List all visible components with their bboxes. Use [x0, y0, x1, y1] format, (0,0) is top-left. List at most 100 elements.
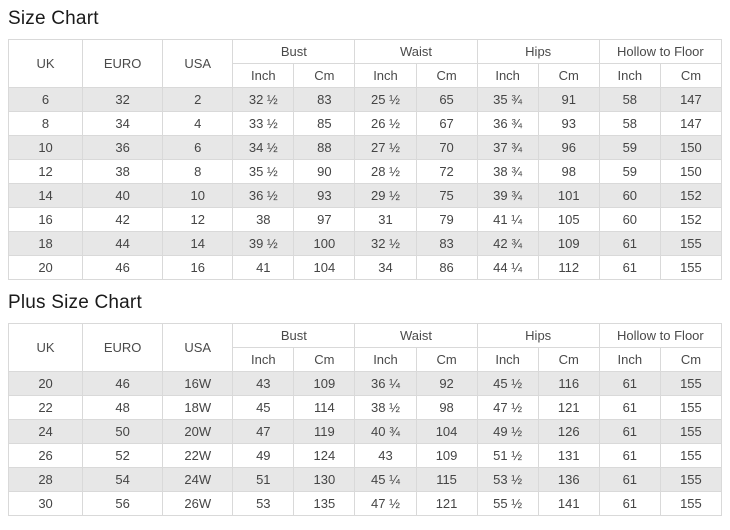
table-cell: 141 [537, 491, 600, 516]
table-row: 22 48 18W 45 114 38 ½ 98 47 ½ 121 61 155 [7, 395, 723, 420]
table-cell: 53 ½ [476, 467, 539, 492]
table-cell: 33 ½ [232, 111, 295, 136]
column-group-header-hips: Hips [476, 39, 600, 64]
table-cell: 61 [598, 443, 661, 468]
column-subheader-inch: Inch [354, 63, 417, 88]
column-header-euro: EURO [82, 323, 164, 372]
column-subheader-cm: Cm [293, 347, 356, 372]
column-subheader-inch: Inch [354, 347, 417, 372]
table-cell: 35 ¾ [476, 87, 539, 112]
table-cell: 61 [598, 255, 661, 280]
table-cell: 32 [82, 87, 164, 112]
column-subheader-cm: Cm [659, 347, 723, 372]
table-cell: 20 [7, 371, 84, 396]
table-cell: 135 [293, 491, 356, 516]
table-cell: 36 ¾ [476, 111, 539, 136]
table-cell: 60 [598, 183, 661, 208]
column-subheader-inch: Inch [476, 63, 539, 88]
table-cell: 79 [415, 207, 478, 232]
table-cell: 16W [162, 371, 234, 396]
table-cell: 93 [293, 183, 356, 208]
table-cell: 8 [162, 159, 234, 184]
table-cell: 83 [293, 87, 356, 112]
table-cell: 155 [659, 467, 723, 492]
column-subheader-cm: Cm [415, 63, 478, 88]
table-cell: 105 [537, 207, 600, 232]
table-cell: 58 [598, 87, 661, 112]
table-cell: 34 [354, 255, 417, 280]
table-cell: 37 ¾ [476, 135, 539, 160]
table-row: 6 32 2 32 ½ 83 25 ½ 65 35 ¾ 91 58 147 [7, 87, 723, 112]
table-cell: 61 [598, 231, 661, 256]
table-cell: 6 [162, 135, 234, 160]
table-cell: 53 [232, 491, 295, 516]
table-row: 20 46 16W 43 109 36 ¼ 92 45 ½ 116 61 155 [7, 371, 723, 396]
table-cell: 115 [415, 467, 478, 492]
table-cell: 41 ¼ [476, 207, 539, 232]
table-cell: 26W [162, 491, 234, 516]
table-cell: 44 ¼ [476, 255, 539, 280]
column-subheader-cm: Cm [415, 347, 478, 372]
table-cell: 88 [293, 135, 356, 160]
table-cell: 98 [415, 395, 478, 420]
table-cell: 61 [598, 491, 661, 516]
table-cell: 16 [7, 207, 84, 232]
table-cell: 38 [232, 207, 295, 232]
column-subheader-inch: Inch [598, 63, 661, 88]
table-cell: 14 [7, 183, 84, 208]
table-cell: 121 [415, 491, 478, 516]
table-cell: 75 [415, 183, 478, 208]
table-cell: 47 ½ [354, 491, 417, 516]
column-subheader-cm: Cm [659, 63, 723, 88]
column-subheader-cm: Cm [293, 63, 356, 88]
table-cell: 65 [415, 87, 478, 112]
table-cell: 47 ½ [476, 395, 539, 420]
table-cell: 92 [415, 371, 478, 396]
column-group-header-hips: Hips [476, 323, 600, 348]
table-cell: 61 [598, 467, 661, 492]
table-row: 14 40 10 36 ½ 93 29 ½ 75 39 ¾ 101 60 152 [7, 183, 723, 208]
table-row: 26 52 22W 49 124 43 109 51 ½ 131 61 155 [7, 443, 723, 468]
table-cell: 136 [537, 467, 600, 492]
table-cell: 16 [162, 255, 234, 280]
table-cell: 101 [537, 183, 600, 208]
table-cell: 47 [232, 419, 295, 444]
column-group-header-waist: Waist [354, 39, 478, 64]
table-cell: 43 [354, 443, 417, 468]
table-row: 8 34 4 33 ½ 85 26 ½ 67 36 ¾ 93 58 147 [7, 111, 723, 136]
table-cell: 24W [162, 467, 234, 492]
table-cell: 26 ½ [354, 111, 417, 136]
column-group-header-hollow-to-floor: Hollow to Floor [598, 39, 723, 64]
size-chart-table: UK EURO USA Bust Waist Hips Hollow to Floor Inc… [7, 39, 723, 280]
table-cell: 155 [659, 231, 723, 256]
table-cell: 150 [659, 159, 723, 184]
column-subheader-inch: Inch [598, 347, 661, 372]
table-cell: 150 [659, 135, 723, 160]
table-cell: 61 [598, 395, 661, 420]
table-cell: 90 [293, 159, 356, 184]
column-subheader-inch: Inch [232, 63, 295, 88]
table-cell: 32 ½ [232, 87, 295, 112]
table-cell: 48 [82, 395, 164, 420]
table-cell: 38 ¾ [476, 159, 539, 184]
table-cell: 44 [82, 231, 164, 256]
table-cell: 18W [162, 395, 234, 420]
table-cell: 40 [82, 183, 164, 208]
column-subheader-cm: Cm [537, 63, 600, 88]
table-cell: 56 [82, 491, 164, 516]
table-cell: 39 ½ [232, 231, 295, 256]
table-cell: 14 [162, 231, 234, 256]
column-group-header-hollow-to-floor: Hollow to Floor [598, 323, 723, 348]
table-cell: 20W [162, 419, 234, 444]
column-header-usa: USA [162, 323, 234, 372]
table-cell: 126 [537, 419, 600, 444]
table-row: 20 46 16 41 104 34 86 44 ¼ 112 61 155 [7, 255, 723, 280]
table-cell: 67 [415, 111, 478, 136]
table-cell: 30 [7, 491, 84, 516]
table-cell: 40 ¾ [354, 419, 417, 444]
table-cell: 61 [598, 419, 661, 444]
table-cell: 49 ½ [476, 419, 539, 444]
table-cell: 45 [232, 395, 295, 420]
table-cell: 155 [659, 419, 723, 444]
column-header-uk: UK [7, 323, 84, 372]
